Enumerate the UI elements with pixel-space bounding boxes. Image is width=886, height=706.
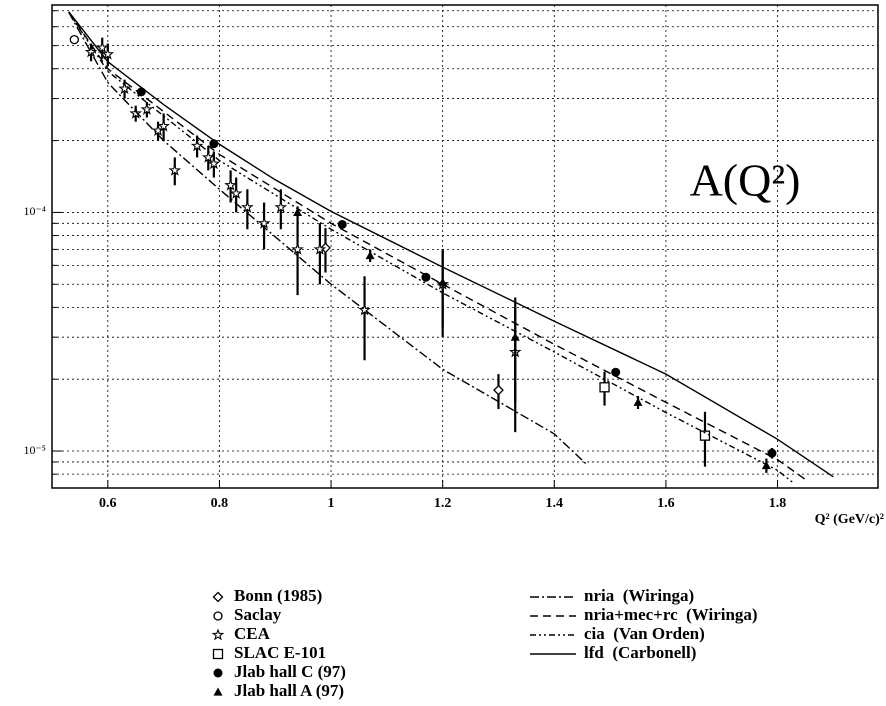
x-axis-label: Q² (GeV/c)²	[815, 512, 884, 527]
marker	[101, 47, 115, 60]
legend-marker-shape	[212, 648, 224, 660]
marker	[69, 34, 79, 45]
x-tick-label: 1.8	[769, 496, 787, 511]
legend-marker-shape	[213, 611, 223, 621]
y-tick-label: 10⁻⁵	[23, 443, 46, 457]
legend-marker	[211, 628, 225, 641]
marker	[320, 242, 331, 254]
curve	[68, 11, 795, 485]
marker	[140, 102, 154, 115]
marker	[611, 367, 621, 377]
marker	[291, 242, 304, 255]
x-tick-label: 1.2	[434, 496, 452, 511]
x-tick-label: 1.6	[657, 496, 675, 511]
legend-label: Bonn (1985)	[234, 586, 322, 605]
legend-marker-shape	[213, 687, 223, 696]
marker	[633, 397, 643, 406]
y-tick-label: 10⁻⁴	[23, 204, 46, 218]
marker	[421, 272, 431, 282]
legend-label: CEA	[234, 624, 271, 643]
legend-label: nria+mec+rc (Wiringa)	[584, 605, 758, 624]
marker	[510, 332, 520, 341]
legend-marker-shape	[213, 668, 223, 678]
marker	[438, 277, 448, 286]
marker	[241, 200, 254, 213]
marker	[293, 207, 303, 217]
marker	[157, 119, 170, 132]
annotation: A(Q²)	[690, 155, 801, 206]
x-tick-label: 1	[328, 496, 335, 511]
marker	[229, 186, 243, 199]
curve	[68, 11, 589, 466]
marker	[129, 106, 143, 119]
curve	[68, 11, 806, 481]
marker	[207, 157, 221, 170]
plot-area	[68, 11, 834, 485]
marker	[358, 303, 371, 316]
legend-marker	[213, 611, 223, 621]
marker	[95, 41, 109, 54]
legend-marker	[213, 668, 223, 678]
legend-label: cia (Van Orden)	[584, 624, 705, 643]
legend-label: lfd (Carbonell)	[584, 643, 696, 662]
legend-label: nria (Wiringa)	[584, 586, 694, 605]
marker	[337, 219, 347, 229]
marker	[201, 150, 215, 163]
legend-label: Jlab hall C (97)	[234, 662, 346, 681]
legend-label: Jlab hall A (97)	[234, 681, 344, 700]
legend-label: Saclay	[234, 605, 282, 624]
marker	[257, 216, 271, 229]
marker	[274, 200, 288, 213]
x-tick-label: 1.4	[546, 496, 564, 511]
plot-frame	[51, 4, 879, 489]
marker	[599, 382, 610, 393]
legend-marker	[212, 648, 224, 660]
legend-marker-shape	[211, 628, 225, 641]
legend-marker	[212, 591, 224, 603]
marker	[190, 139, 204, 152]
x-tick-label: 0.8	[211, 496, 229, 511]
marker	[493, 384, 504, 396]
marker	[168, 163, 182, 176]
marker	[224, 178, 237, 191]
legend-marker-shape	[212, 591, 224, 603]
marker	[313, 242, 327, 255]
legend-marker	[213, 687, 223, 696]
marker	[365, 250, 375, 260]
x-tick-label: 0.6	[99, 496, 117, 511]
curve	[68, 11, 834, 478]
legend-label: SLAC E-101	[234, 643, 326, 662]
